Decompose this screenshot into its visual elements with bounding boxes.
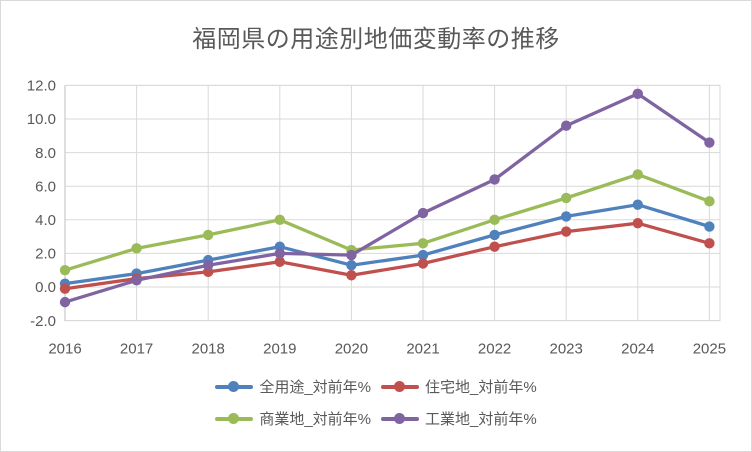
x-tick-label: 2018 xyxy=(192,341,225,358)
data-point-industrial-2017 xyxy=(131,275,142,286)
data-point-all-use-2021 xyxy=(417,249,429,261)
x-tick-label: 2016 xyxy=(48,341,81,358)
data-point-all-use-2023 xyxy=(561,211,572,222)
data-point-commercial-2024 xyxy=(632,169,643,180)
chart-title: 福岡県の用途別地価変動率の推移 xyxy=(192,26,560,53)
data-point-commercial-2018 xyxy=(203,229,214,241)
legend-row-2: 商業地_対前年% 工業地_対前年% xyxy=(215,408,537,429)
data-point-industrial-2019 xyxy=(274,248,285,259)
legend-label-commercial: 商業地_対前年% xyxy=(259,411,371,428)
data-point-industrial-2021 xyxy=(417,207,429,219)
data-point-residential-2021 xyxy=(417,258,429,269)
data-point-all-use-2025 xyxy=(704,221,715,232)
series-line-all-use xyxy=(63,203,712,286)
x-tick-label: 2024 xyxy=(621,341,654,358)
data-point-industrial-2022 xyxy=(489,174,500,185)
data-point-commercial-2023 xyxy=(561,192,572,204)
data-point-commercial-2019 xyxy=(274,214,285,225)
legend-marker-commercial-icon xyxy=(215,412,254,425)
plot-border xyxy=(64,84,721,322)
y-tick-label: 10.0 xyxy=(27,111,56,128)
data-point-industrial-2025 xyxy=(704,137,715,148)
data-point-industrial-2016 xyxy=(59,296,71,308)
data-point-industrial-2023 xyxy=(561,120,572,131)
data-point-residential-2016 xyxy=(59,283,71,294)
x-tick-label: 2025 xyxy=(693,341,726,358)
data-point-residential-2025 xyxy=(704,238,715,249)
x-tick-label: 2023 xyxy=(550,341,583,358)
y-tick-label: 0.0 xyxy=(35,279,56,296)
legend-label-industrial: 工業地_対前年% xyxy=(425,411,537,428)
data-point-commercial-2025 xyxy=(704,196,715,207)
data-point-industrial-2020 xyxy=(346,249,357,261)
data-point-commercial-2016 xyxy=(59,265,71,276)
data-point-industrial-2018 xyxy=(203,259,214,271)
legend-row-1: 全用途_対前年% 住宅地_対前年% xyxy=(215,376,537,397)
series-line-commercial xyxy=(63,172,712,272)
legend-label-residential: 住宅地_対前年% xyxy=(425,379,537,396)
y-tick-label: 12.0 xyxy=(27,78,56,95)
legend-item-residential: 住宅地_対前年% xyxy=(381,376,537,397)
y-tick-label: 8.0 xyxy=(35,145,56,162)
legend-item-commercial: 商業地_対前年% xyxy=(215,408,371,429)
legend-label-all-use: 全用途_対前年% xyxy=(259,379,371,396)
data-point-commercial-2022 xyxy=(489,214,500,225)
y-tick-label: -2.0 xyxy=(30,313,56,330)
legend-marker-residential-icon xyxy=(381,380,419,393)
legend: 全用途_対前年% 住宅地_対前年% 商業地_対前年% 工業地_対前年% xyxy=(1,376,751,429)
legend-item-industrial: 工業地_対前年% xyxy=(381,408,537,429)
plot-area: -2.0 0.0 2.0 4.0 6.0 8.0 10.0 12.0 2016 2017 2018 2… xyxy=(27,78,726,358)
data-point-all-use-2022 xyxy=(489,229,500,241)
legend-marker-industrial-icon xyxy=(381,412,419,425)
series-line-residential xyxy=(63,221,712,291)
data-point-industrial-2024 xyxy=(632,88,643,100)
data-point-all-use-2020 xyxy=(346,259,357,271)
x-tick-label: 2019 xyxy=(263,341,296,358)
legend-marker-all-use-icon xyxy=(215,380,254,393)
data-point-residential-2020 xyxy=(346,270,357,281)
data-point-all-use-2024 xyxy=(632,199,643,210)
data-point-residential-2024 xyxy=(632,217,643,229)
x-tick-label: 2021 xyxy=(406,341,439,358)
y-tick-label: 6.0 xyxy=(35,178,56,195)
data-point-commercial-2021 xyxy=(417,238,429,249)
data-point-residential-2019 xyxy=(274,256,285,267)
y-tick-label: 4.0 xyxy=(35,212,56,229)
x-tick-label: 2017 xyxy=(120,341,153,358)
data-point-commercial-2017 xyxy=(131,243,142,254)
x-tick-label: 2020 xyxy=(335,341,368,358)
legend-item-all-use: 全用途_対前年% xyxy=(215,376,371,397)
y-tick-label: 2.0 xyxy=(35,246,56,263)
data-point-residential-2022 xyxy=(489,241,500,252)
series-line-industrial xyxy=(63,92,712,304)
x-tick-label: 2022 xyxy=(478,341,511,358)
data-point-residential-2023 xyxy=(561,226,572,237)
